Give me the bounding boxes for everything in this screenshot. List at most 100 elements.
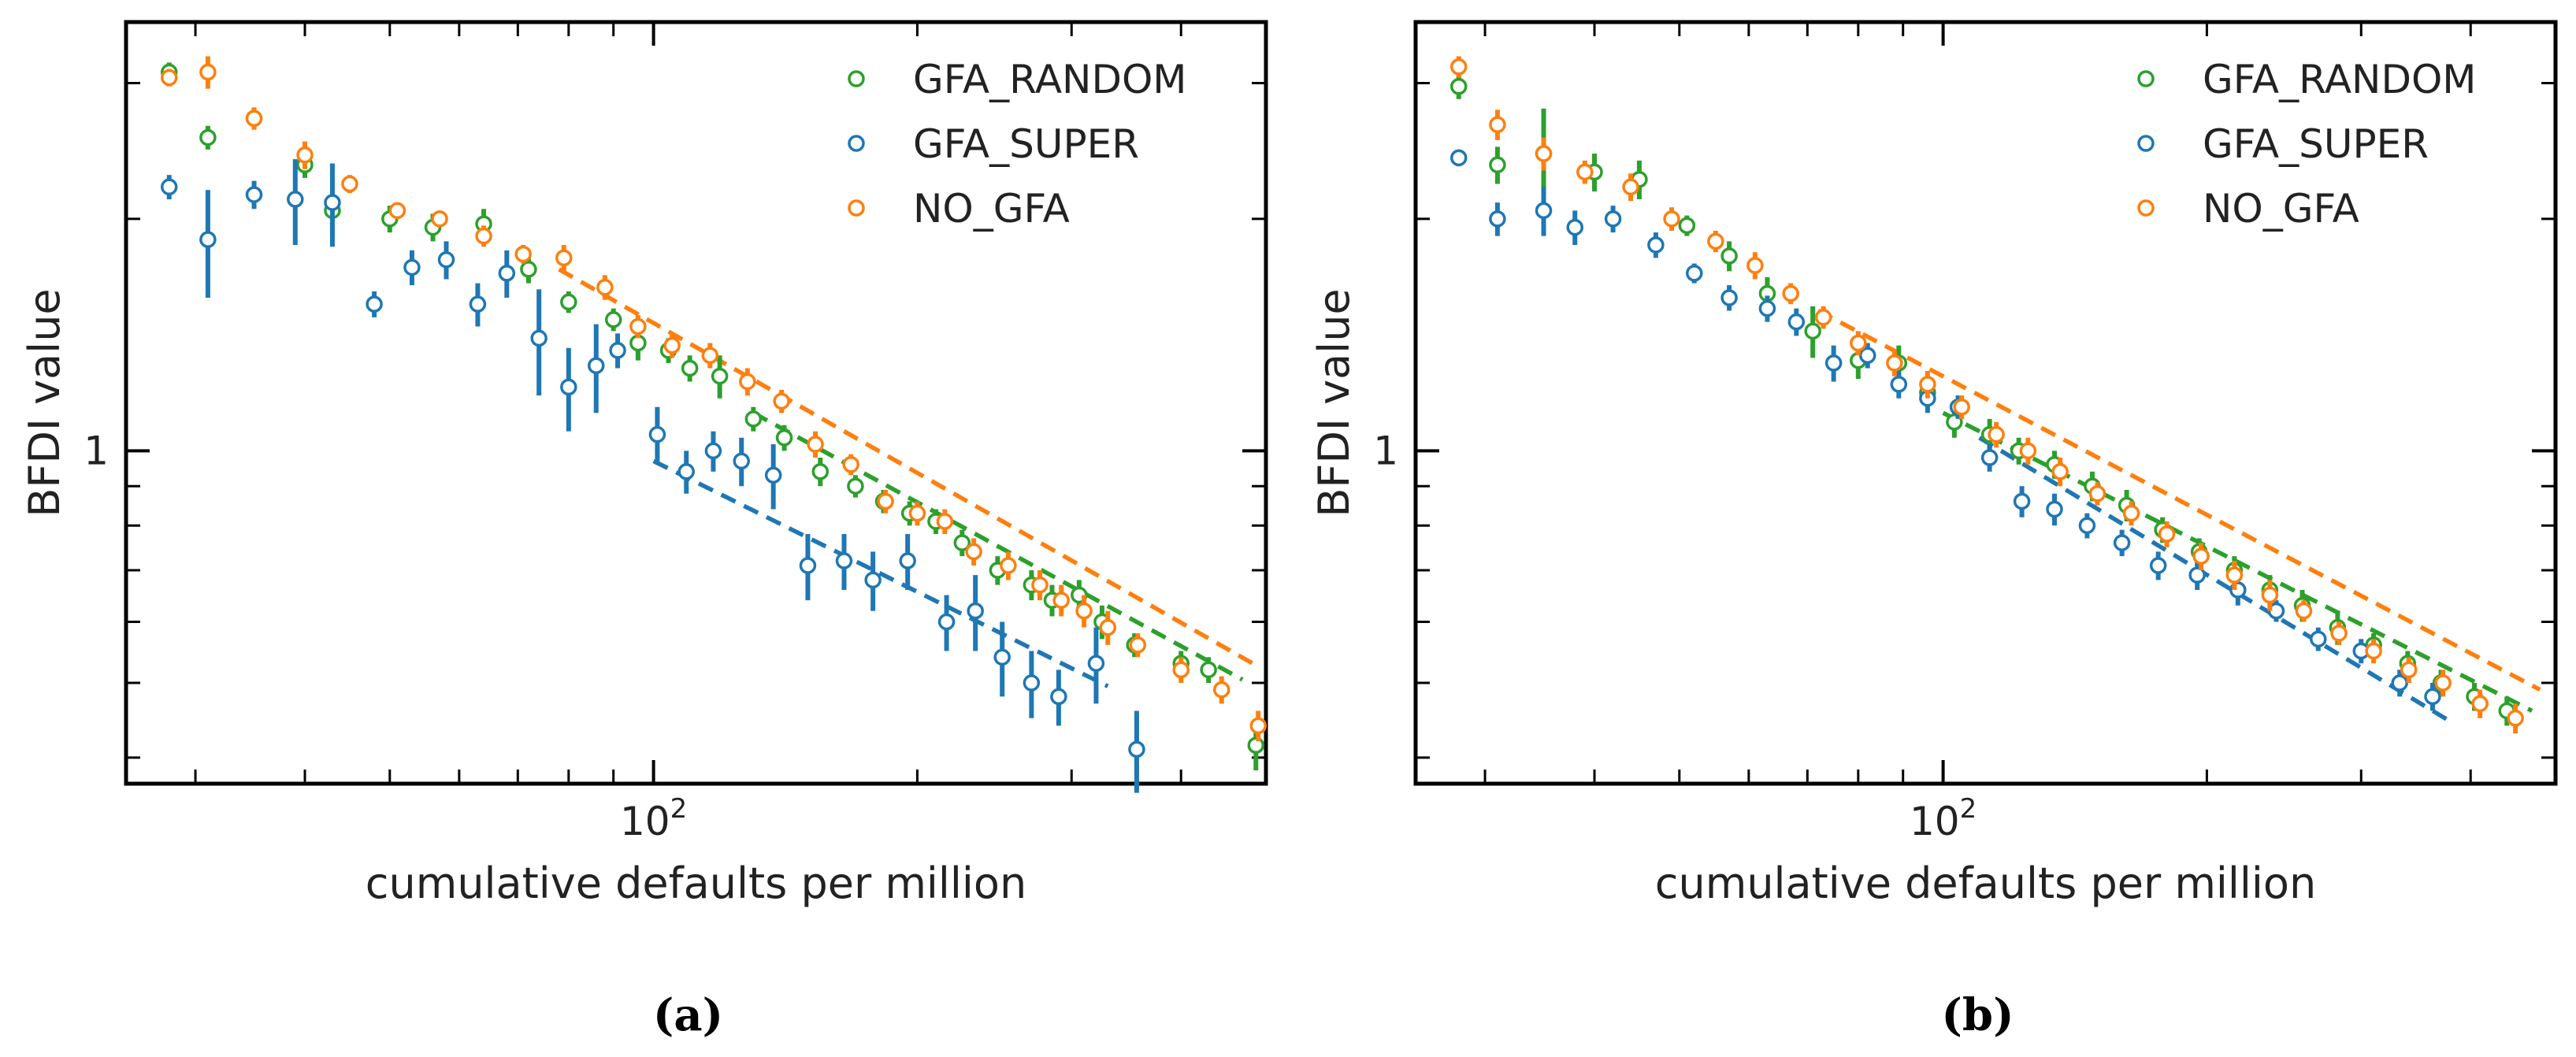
data-point	[733, 452, 750, 470]
data-point	[2365, 642, 2382, 660]
data-point	[2225, 566, 2244, 584]
data-point	[388, 202, 406, 220]
data-point	[967, 602, 984, 620]
data-point	[2507, 710, 2524, 727]
data-point	[609, 342, 626, 359]
data-point	[953, 534, 971, 551]
data-point	[847, 477, 864, 495]
data-point	[1489, 116, 1506, 133]
data-point	[807, 436, 824, 453]
data-point	[965, 543, 982, 561]
data-point	[663, 336, 681, 354]
data-point	[2471, 695, 2489, 713]
data-point	[936, 513, 954, 530]
data-point	[1449, 149, 1468, 167]
y-tick-label-b: 1	[1373, 428, 1398, 473]
data-point	[1087, 655, 1105, 673]
data-point	[764, 466, 782, 484]
data-point	[1980, 449, 1999, 466]
data-point	[775, 429, 793, 447]
data-point	[2078, 517, 2096, 535]
data-point	[475, 227, 492, 245]
data-point	[530, 329, 547, 347]
legend-b: GFA_RANDOM GFA_SUPER NO_GFA	[2137, 57, 2476, 232]
data-point	[2391, 674, 2408, 692]
data-point	[2149, 557, 2167, 574]
data-point	[245, 186, 263, 203]
data-point	[648, 425, 666, 443]
legend-marker	[2137, 70, 2155, 87]
data-point	[560, 293, 577, 311]
data-point	[1890, 376, 1908, 393]
data-point	[588, 357, 605, 374]
x-tick-label-b: 102	[1910, 793, 1977, 844]
legend-marker	[848, 135, 865, 152]
series-gfa-super	[160, 159, 1145, 793]
data-point	[1050, 688, 1067, 706]
data-point	[993, 648, 1011, 666]
y-axis-label-a: BFDI value	[20, 288, 69, 517]
data-point	[514, 245, 532, 263]
data-point	[835, 552, 853, 569]
data-point	[1782, 284, 1799, 302]
data-point	[799, 557, 817, 574]
data-point	[2330, 625, 2348, 642]
data-point	[1859, 347, 1876, 364]
legend-label: NO_GFA	[913, 186, 1070, 232]
data-point	[2046, 500, 2063, 518]
data-point	[1023, 674, 1041, 692]
data-point	[1787, 313, 1806, 331]
data-point	[520, 261, 537, 278]
data-point	[1886, 354, 1903, 372]
data-point	[2051, 462, 2069, 480]
data-point	[1919, 376, 1936, 393]
data-point	[1249, 717, 1267, 735]
data-point	[2088, 485, 2106, 503]
data-point	[560, 378, 577, 396]
data-point	[677, 462, 695, 480]
data-point	[899, 552, 916, 569]
data-point	[403, 258, 421, 276]
data-point	[1489, 210, 1506, 228]
legend-label: GFA_SUPER	[2203, 121, 2429, 167]
legend-label: GFA_RANDOM	[2203, 57, 2476, 102]
data-point	[842, 456, 859, 473]
data-point	[1535, 145, 1553, 162]
data-point	[1953, 398, 1970, 416]
fit-line-gfa-super	[652, 458, 1109, 688]
data-point	[629, 317, 647, 336]
data-point	[811, 462, 830, 480]
data-point	[1678, 217, 1696, 235]
data-point	[1707, 232, 1724, 250]
data-point	[160, 69, 178, 87]
data-point	[2261, 586, 2279, 604]
x-tick-label-a: 102	[620, 793, 687, 844]
data-point	[1746, 257, 1764, 274]
fit-line-no-gfa	[558, 267, 1260, 669]
data-point	[1129, 636, 1147, 654]
data-point	[711, 367, 729, 385]
data-point	[604, 311, 622, 328]
data-point	[498, 265, 516, 282]
data-point	[2158, 525, 2176, 543]
legend-label: GFA_RANDOM	[913, 57, 1186, 102]
x-axis-label-b: cumulative defaults per million	[1655, 859, 2316, 908]
legend-a: GFA_RANDOM GFA_SUPER NO_GFA	[848, 57, 1186, 232]
data-point	[1075, 602, 1093, 620]
data-point	[2192, 547, 2210, 565]
panel-caption-b: (b)	[1941, 989, 2014, 1041]
data-point	[1576, 163, 1594, 181]
data-point	[2424, 688, 2441, 706]
data-point	[1099, 618, 1117, 636]
data-point	[704, 442, 722, 460]
data-point	[1988, 425, 2005, 443]
plot-area-b	[1413, 20, 2558, 786]
fit-line-gfa-super	[1978, 436, 2452, 724]
data-point	[877, 492, 894, 510]
data-point	[1685, 265, 1703, 282]
data-point	[437, 250, 455, 269]
legend-label: NO_GFA	[2203, 186, 2359, 232]
data-point	[160, 178, 178, 196]
plot-frame	[124, 20, 1268, 786]
legend-label: GFA_SUPER	[913, 121, 1139, 167]
